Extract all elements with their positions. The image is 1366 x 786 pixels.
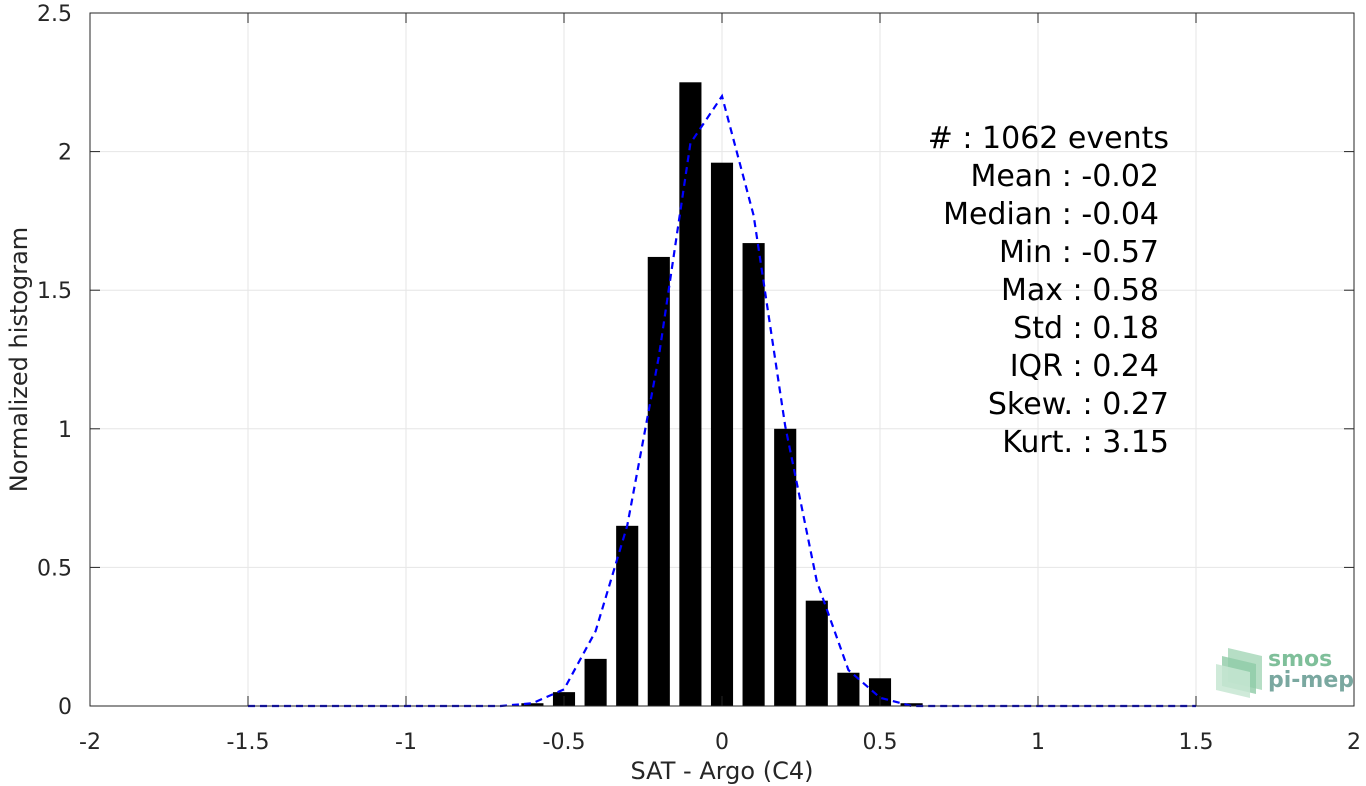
stats-line-std: Std : 0.18: [1013, 311, 1159, 346]
histogram-bar: [521, 703, 544, 706]
stats-box: # : 1062 events Mean : -0.02 Median : -0…: [928, 121, 1169, 460]
axes: [89, 12, 1355, 707]
x-tick-label: 0.5: [863, 730, 898, 755]
histogram-bar: [900, 703, 923, 706]
x-tick-label: -1.5: [227, 730, 270, 755]
stats-line-min: Min : -0.57: [999, 235, 1159, 270]
x-tick-label: 1: [1031, 730, 1045, 755]
x-tick-label: -2: [79, 730, 101, 755]
y-tick-label: 2.5: [37, 2, 72, 27]
bars: [521, 82, 923, 707]
smos-pi-mep-logo: smos pi-mep: [1216, 647, 1354, 698]
y-axis-label: Normalized histogram: [5, 227, 33, 492]
stats-line-skew: Skew. : 0.27: [988, 387, 1169, 422]
x-tick-label: 0: [715, 730, 729, 755]
histogram-bar: [679, 82, 702, 707]
stats-line-max: Max : 0.58: [1001, 273, 1159, 308]
logo-text-smos: smos: [1268, 647, 1332, 672]
y-tick-label: 0: [58, 695, 72, 720]
x-tick-label: -0.5: [543, 730, 586, 755]
y-tick-label: 0.5: [37, 556, 72, 581]
stats-line-iqr: IQR : 0.24: [1010, 349, 1159, 384]
y-tick-label: 1.5: [37, 279, 72, 304]
logo-text-pi-mep: pi-mep: [1268, 668, 1354, 693]
histogram-bar: [805, 600, 828, 706]
stats-line-events: # : 1062 events: [928, 121, 1169, 156]
stats-line-mean: Mean : -0.02: [970, 159, 1159, 194]
histogram-bar: [584, 658, 607, 706]
stats-line-median: Median : -0.04: [943, 197, 1159, 232]
x-tick-label: 2: [1347, 730, 1361, 755]
x-axis-label: SAT - Argo (C4): [631, 757, 814, 785]
logo-mark-icon: [1216, 648, 1262, 698]
histogram-bar: [742, 243, 765, 707]
histogram-bar: [647, 256, 670, 706]
y-tick-label: 1: [58, 418, 72, 443]
histogram-bar: [616, 525, 639, 706]
x-tick-labels: -2 -1.5 -1 -0.5 0 0.5 1 1.5 2: [79, 730, 1361, 755]
histogram-bar: [710, 162, 734, 707]
x-tick-label: 1.5: [1179, 730, 1214, 755]
stats-line-kurt: Kurt. : 3.15: [1002, 425, 1169, 460]
y-tick-labels: 0 0.5 1 1.5 2 2.5: [37, 2, 72, 720]
y-tick-label: 2: [58, 141, 72, 166]
histogram-bar: [774, 428, 797, 706]
histogram-bar: [837, 672, 860, 706]
x-tick-label: -1: [395, 730, 417, 755]
